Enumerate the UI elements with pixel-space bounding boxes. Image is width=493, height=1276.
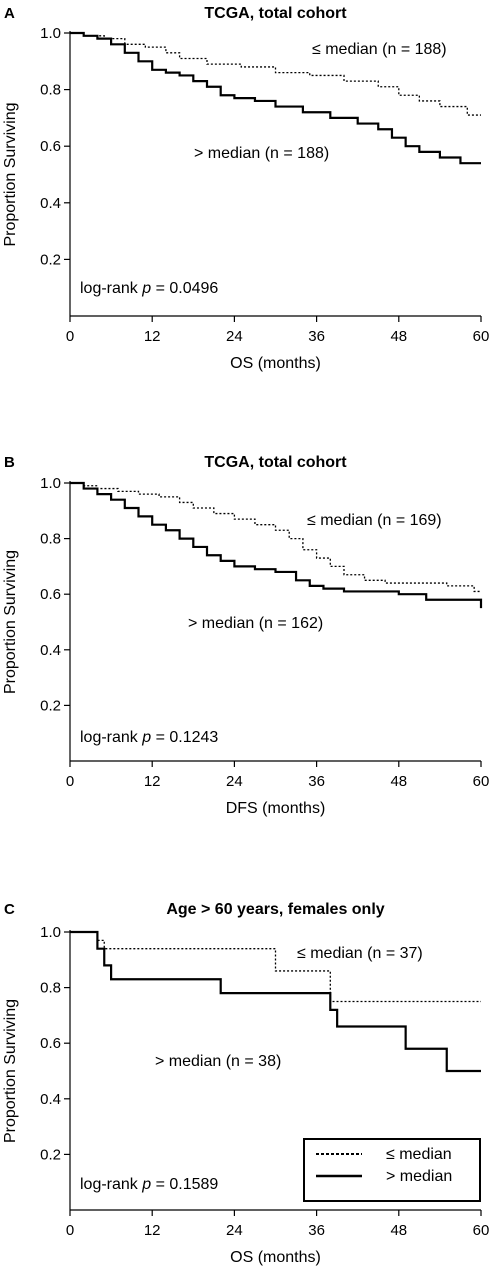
y-tick-label: 0.6 [40,1035,61,1052]
logrank-value: = 0.1243 [151,729,218,746]
y-tick-label: 0.8 [40,980,61,997]
panel-label: C [4,901,15,918]
x-tick-label: 12 [144,773,161,790]
series-label: ≤ median (n = 169) [307,512,442,529]
panel-label: A [4,5,15,22]
y-tick-label: 0.2 [40,697,61,714]
y-tick-label: 0.8 [40,531,61,548]
y-tick-label: 1.0 [40,475,61,492]
chart-panel-a: A TCGA, total cohort 0 12 24 36 48 60 0.2 0.4 0.6 0… [2,5,489,372]
x-axis-label: OS (months) [230,1249,321,1266]
logrank-prefix: log-rank [80,280,142,297]
x-tick-label: 24 [226,328,243,345]
legend-box [303,1138,481,1202]
y-tick-label: 1.0 [40,25,61,42]
y-tick-label: 0.4 [40,1091,61,1108]
y-tick-label: 0.4 [40,642,61,659]
y-tick-label: 1.0 [40,924,61,941]
logrank-annotation: log-rank p = 0.1589 [80,1176,218,1193]
x-tick-label: 60 [473,773,490,790]
panel-label: B [4,454,15,471]
x-tick-label: 60 [473,1222,490,1239]
legend: ≤ median > median [303,1138,481,1202]
series-line-gt-median [70,481,483,609]
x-tick-label: 12 [144,328,161,345]
y-tick-label: 0.2 [40,1146,61,1163]
x-tick-label: 60 [473,328,490,345]
x-tick-label: 48 [390,773,407,790]
y-tick-label: 0.4 [40,195,61,212]
chart-title: Age > 60 years, females only [166,901,384,918]
x-tick-label: 48 [390,1222,407,1239]
series-line-le-median [70,931,481,1003]
series-label: ≤ median (n = 37) [297,945,423,962]
x-tick-label: 0 [66,328,74,345]
y-tick-label: 0.2 [40,251,61,268]
chart-title: TCGA, total cohort [204,5,347,22]
x-tick-label: 24 [226,773,243,790]
x-tick-label: 0 [66,1222,74,1239]
series-line-le-median [70,482,481,593]
logrank-value: = 0.1589 [151,1176,218,1193]
x-tick-label: 0 [66,773,74,790]
logrank-value: = 0.0496 [151,280,218,297]
x-tick-label: 36 [308,1222,325,1239]
chart-panel-b: B TCGA, total cohort 0 12 24 36 48 60 0.2 0.4 0.6 0… [2,454,489,817]
chart-panel-c: C Age > 60 years, females only 0 12 24 36 48 60… [2,901,489,1266]
y-tick-label: 0.8 [40,82,61,99]
y-tick-label: 0.6 [40,586,61,603]
logrank-p: p [141,280,151,297]
x-tick-label: 12 [144,1222,161,1239]
y-tick-label: 0.6 [40,138,61,155]
series-label: > median (n = 188) [194,145,329,162]
logrank-annotation: log-rank p = 0.0496 [80,280,218,297]
x-tick-label: 36 [308,328,325,345]
legend-entry: ≤ median [386,1146,452,1163]
y-axis-label: Proportion Surviving [2,999,19,1143]
chart-title: TCGA, total cohort [204,454,347,471]
series-label: > median (n = 162) [188,615,323,632]
x-axis-label: OS (months) [230,355,321,372]
y-axis-label: Proportion Surviving [2,550,19,694]
series-line-gt-median [70,31,481,165]
legend-entry: > median [386,1168,452,1185]
series-label: ≤ median (n = 188) [312,41,447,58]
logrank-p: p [141,1176,151,1193]
x-tick-label: 48 [390,328,407,345]
series-line-gt-median [70,930,481,1073]
logrank-p: p [141,729,151,746]
series-label: > median (n = 38) [155,1053,281,1070]
y-axis-label: Proportion Surviving [2,102,19,246]
x-axis-label: DFS (months) [226,800,326,817]
logrank-annotation: log-rank p = 0.1243 [80,729,218,746]
logrank-prefix: log-rank [80,1176,142,1193]
x-tick-label: 36 [308,773,325,790]
x-tick-label: 24 [226,1222,243,1239]
logrank-prefix: log-rank [80,729,142,746]
